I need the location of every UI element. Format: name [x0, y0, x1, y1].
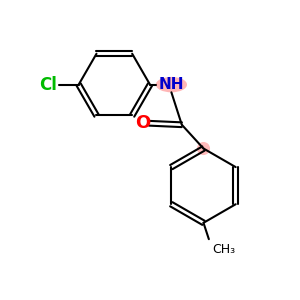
- Text: NH: NH: [159, 77, 184, 92]
- Ellipse shape: [156, 77, 187, 92]
- Text: O: O: [135, 114, 150, 132]
- Circle shape: [197, 142, 210, 155]
- Text: Cl: Cl: [39, 76, 57, 94]
- Text: CH₃: CH₃: [212, 243, 235, 256]
